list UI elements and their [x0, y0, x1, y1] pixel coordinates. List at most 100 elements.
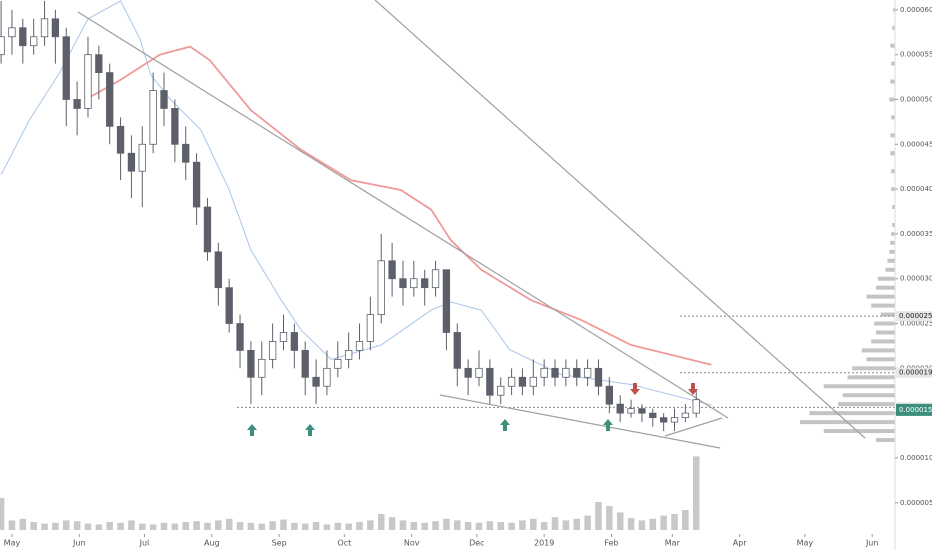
volume-bar	[73, 521, 81, 530]
volume-bar	[486, 521, 494, 530]
volume-bar	[52, 522, 59, 530]
volume-bar	[280, 519, 287, 530]
candle-body	[583, 367, 592, 378]
y-tick-label: 0.00003000	[900, 275, 932, 283]
volume-profile-bar	[823, 384, 895, 389]
signal-arrows	[247, 383, 698, 436]
candle-body	[73, 99, 81, 109]
volume-bar	[334, 522, 342, 530]
candle-body	[486, 367, 494, 396]
volume-bar	[649, 518, 657, 530]
volume-bar	[519, 520, 526, 530]
candle-body	[312, 376, 320, 387]
candle-body	[171, 108, 179, 145]
candle-body	[290, 332, 299, 351]
trend-line	[374, 0, 866, 439]
x-tick-label: Jul	[139, 539, 150, 548]
candle-body	[594, 367, 603, 387]
volume-bar	[464, 522, 472, 530]
volume-bar	[84, 523, 92, 530]
candle-body	[377, 260, 385, 315]
volume-bar	[508, 522, 515, 530]
candle-body	[279, 332, 288, 342]
price-axis	[895, 0, 932, 550]
volume-bar	[692, 456, 700, 530]
candle-body	[442, 269, 451, 333]
x-tick-label: Jun	[72, 539, 86, 548]
candle-body	[692, 399, 700, 414]
volume-profile-bar	[874, 321, 895, 326]
volume-bar	[291, 522, 298, 530]
candle-body	[127, 152, 136, 172]
volume-profile-bar	[891, 169, 895, 174]
candle-body	[301, 350, 309, 378]
volume-profile-bar	[891, 61, 895, 66]
volume-bar	[540, 522, 548, 530]
up-arrow	[603, 419, 613, 431]
candle-body	[551, 367, 559, 378]
candle-body	[475, 367, 483, 378]
volume-profile-bar	[880, 312, 895, 317]
volume-profile-bar	[871, 303, 895, 308]
volume-bar	[627, 518, 635, 530]
volume-profile-bar	[891, 187, 895, 192]
candle-body	[616, 403, 624, 414]
background-layer	[0, 0, 895, 530]
volume-bar	[182, 522, 189, 530]
moving-average	[0, 0, 712, 406]
y-tick-label: 0.00005500	[900, 51, 932, 59]
volume-bar	[367, 520, 374, 530]
volume-profile-bar	[876, 330, 895, 335]
volume-bar	[323, 524, 331, 530]
price-level-box	[896, 311, 932, 322]
y-tick-label: 0.00004000	[900, 185, 932, 193]
candle-body	[258, 358, 266, 378]
x-tick-label: May	[797, 539, 814, 548]
candle-body	[30, 36, 38, 47]
volume-bar	[421, 522, 428, 530]
volume-bar	[30, 522, 37, 530]
volume-profile-bar	[890, 240, 895, 245]
trend-line	[439, 394, 721, 449]
x-tick-label: Oct	[337, 539, 351, 548]
volume-profile-bar	[866, 357, 895, 362]
volume-profile-bar	[885, 267, 895, 272]
volume-bar	[410, 522, 418, 530]
price-level-label: 0.00002582	[899, 312, 932, 320]
volume-bar	[193, 521, 200, 530]
volume-profile-bar	[847, 375, 895, 380]
candle-body	[464, 367, 472, 378]
volume-bar	[475, 522, 483, 530]
volume-profile-bar	[852, 366, 895, 371]
volume-profile-bar	[838, 402, 895, 407]
x-tick-label: Feb	[604, 539, 618, 548]
trend-line	[664, 417, 723, 437]
moving-average	[85, 45, 712, 366]
candle-body	[182, 143, 190, 163]
volume-bar	[682, 510, 689, 530]
candle-body	[562, 367, 570, 378]
down-arrow	[630, 383, 640, 395]
volume-profile-bar	[809, 411, 895, 416]
y-tick-label: 0.00005000	[900, 95, 932, 103]
volume-profile-bar	[891, 115, 895, 120]
volume-profile-bar	[842, 393, 895, 398]
candle-body	[659, 417, 668, 423]
volume-profile-bar	[876, 438, 895, 443]
candle-body	[453, 332, 461, 369]
volume-bar	[106, 522, 113, 530]
candle-body	[529, 376, 537, 387]
volume-bar	[19, 518, 27, 530]
candle-body	[421, 278, 429, 289]
volume-profile-bar	[887, 258, 895, 263]
candle-body	[649, 412, 657, 419]
volume-profile-bar	[892, 205, 895, 210]
candle-body	[540, 367, 548, 378]
candle-body	[627, 408, 635, 414]
volume-bar	[0, 498, 5, 530]
candle-body	[497, 385, 505, 396]
x-tick-label: 2019	[534, 539, 554, 548]
candle-body	[214, 251, 222, 289]
volume-bar	[117, 522, 124, 530]
